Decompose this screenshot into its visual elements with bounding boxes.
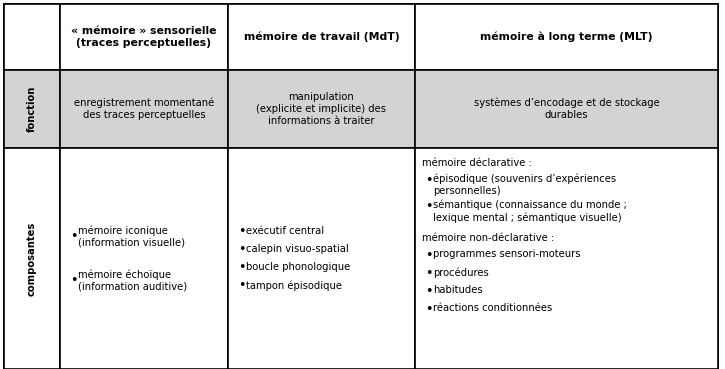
Text: •: • <box>238 279 246 292</box>
Bar <box>4 4 60 70</box>
Bar <box>60 4 228 70</box>
Text: •: • <box>70 230 78 243</box>
Text: systèmes d’encodage et de stockage
durables: systèmes d’encodage et de stockage durab… <box>473 98 659 120</box>
Text: mémoire non-déclarative :: mémoire non-déclarative : <box>422 233 554 243</box>
Bar <box>415 148 718 369</box>
Text: boucle phonologique: boucle phonologique <box>246 262 350 272</box>
Text: •: • <box>238 225 246 238</box>
Bar <box>4 70 60 148</box>
Text: réactions conditionnées: réactions conditionnées <box>433 303 552 313</box>
Text: enregistrement momentané
des traces perceptuelles: enregistrement momentané des traces perc… <box>74 98 214 120</box>
Bar <box>60 70 228 148</box>
Text: •: • <box>425 174 433 187</box>
Text: tampon épisodique: tampon épisodique <box>246 280 342 291</box>
Text: mémoire échoïque
(information auditive): mémoire échoïque (information auditive) <box>78 269 187 292</box>
Text: exécutif central: exécutif central <box>246 227 324 237</box>
Text: manipulation
(explicite et implicite) des
informations à traiter: manipulation (explicite et implicite) de… <box>257 92 386 125</box>
Bar <box>228 4 415 70</box>
Text: mémoire déclarative :: mémoire déclarative : <box>422 158 531 168</box>
Bar <box>4 148 60 369</box>
Text: calepin visuo-spatial: calepin visuo-spatial <box>246 245 349 255</box>
Text: mémoire à long terme (MLT): mémoire à long terme (MLT) <box>480 32 652 42</box>
Text: procédures: procédures <box>433 267 489 277</box>
Text: •: • <box>425 285 433 298</box>
Bar <box>415 4 718 70</box>
Text: mémoire iconique
(information visuelle): mémoire iconique (information visuelle) <box>78 225 185 248</box>
Bar <box>415 70 718 148</box>
Text: •: • <box>238 243 246 256</box>
Text: mémoire de travail (MdT): mémoire de travail (MdT) <box>244 32 399 42</box>
Text: programmes sensori-moteurs: programmes sensori-moteurs <box>433 249 581 259</box>
Bar <box>228 70 415 148</box>
Text: •: • <box>425 303 433 316</box>
Text: « mémoire » sensorielle
(traces perceptuelles): « mémoire » sensorielle (traces perceptu… <box>71 26 217 48</box>
Bar <box>228 148 415 369</box>
Text: sémantique (connaissance du monde ;
lexique mental ; sémantique visuelle): sémantique (connaissance du monde ; lexi… <box>433 200 627 223</box>
Text: •: • <box>70 274 78 287</box>
Text: habitudes: habitudes <box>433 285 483 295</box>
Text: •: • <box>425 249 433 262</box>
Text: épisodique (souvenirs d’expériences
personnelles): épisodique (souvenirs d’expériences pers… <box>433 174 616 196</box>
Text: •: • <box>425 267 433 280</box>
Text: fonction: fonction <box>27 86 37 132</box>
Bar <box>60 148 228 369</box>
Text: composantes: composantes <box>27 221 37 296</box>
Text: •: • <box>425 200 433 213</box>
Text: •: • <box>238 261 246 274</box>
